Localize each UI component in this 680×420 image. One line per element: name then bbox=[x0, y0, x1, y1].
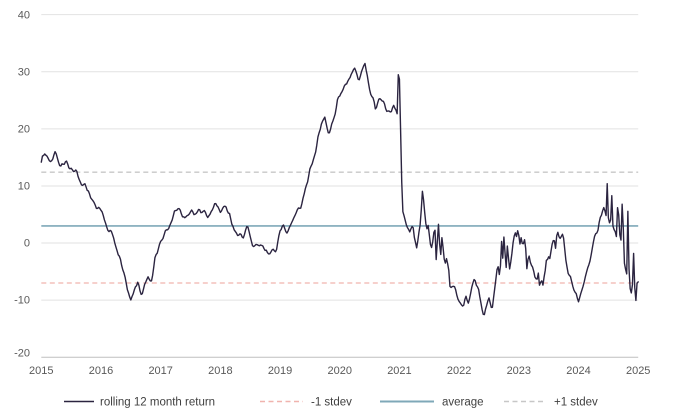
svg-text:0: 0 bbox=[24, 238, 30, 250]
svg-text:-20: -20 bbox=[14, 348, 30, 360]
svg-text:-1 stdev: -1 stdev bbox=[311, 397, 352, 409]
svg-text:20: 20 bbox=[18, 124, 30, 136]
svg-text:2017: 2017 bbox=[148, 365, 172, 377]
svg-text:2022: 2022 bbox=[447, 365, 471, 377]
svg-text:+1 stdev: +1 stdev bbox=[554, 397, 598, 409]
svg-text:2025: 2025 bbox=[626, 365, 650, 377]
svg-text:-10: -10 bbox=[14, 295, 30, 307]
svg-text:40: 40 bbox=[18, 10, 30, 22]
svg-text:average: average bbox=[442, 397, 484, 409]
svg-text:2020: 2020 bbox=[328, 365, 352, 377]
svg-text:rolling 12 month return: rolling 12 month return bbox=[100, 397, 215, 409]
svg-text:2018: 2018 bbox=[208, 365, 232, 377]
svg-text:2024: 2024 bbox=[566, 365, 590, 377]
svg-text:2015: 2015 bbox=[29, 365, 53, 377]
svg-text:10: 10 bbox=[18, 181, 30, 193]
svg-text:30: 30 bbox=[18, 67, 30, 79]
svg-text:2021: 2021 bbox=[387, 365, 411, 377]
svg-text:2023: 2023 bbox=[507, 365, 531, 377]
svg-text:2016: 2016 bbox=[89, 365, 113, 377]
svg-text:2019: 2019 bbox=[268, 365, 292, 377]
